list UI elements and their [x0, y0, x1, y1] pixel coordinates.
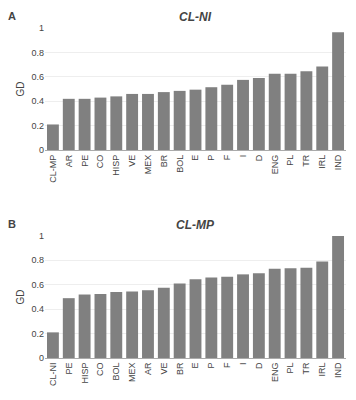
svg-text:CL-MP: CL-MP	[176, 218, 215, 232]
svg-text:IRL: IRL	[317, 363, 327, 377]
svg-text:ENG: ENG	[270, 155, 280, 175]
svg-text:BR: BR	[175, 362, 185, 375]
svg-text:CL-NI: CL-NI	[179, 10, 212, 24]
svg-text:VE: VE	[159, 363, 169, 375]
svg-text:0: 0	[39, 145, 44, 155]
svg-text:ENG: ENG	[270, 363, 280, 383]
svg-text:AR: AR	[64, 154, 74, 167]
svg-text:TR: TR	[301, 154, 311, 166]
svg-text:0.6: 0.6	[31, 72, 44, 82]
svg-text:0.4: 0.4	[31, 304, 44, 314]
svg-text:GD: GD	[15, 289, 26, 304]
svg-text:IRL: IRL	[317, 155, 327, 169]
svg-text:IND: IND	[333, 154, 343, 170]
svg-text:AR: AR	[143, 362, 153, 375]
svg-text:CO: CO	[95, 155, 105, 169]
svg-text:HISP: HISP	[111, 155, 121, 176]
svg-text:P: P	[206, 363, 216, 369]
svg-text:CL-MP: CL-MP	[48, 155, 58, 183]
svg-text:0.2: 0.2	[31, 121, 44, 131]
svg-text:0.4: 0.4	[31, 96, 44, 106]
svg-text:0.2: 0.2	[31, 329, 44, 339]
svg-text:I: I	[238, 155, 248, 158]
svg-text:0: 0	[39, 353, 44, 363]
svg-text:TR: TR	[301, 362, 311, 374]
svg-text:VE: VE	[127, 155, 137, 167]
svg-text:1: 1	[39, 23, 44, 33]
svg-text:A: A	[8, 10, 16, 22]
svg-text:CO: CO	[95, 363, 105, 377]
svg-text:GD: GD	[15, 82, 26, 97]
svg-text:BOL: BOL	[111, 363, 121, 381]
svg-text:E: E	[190, 155, 200, 161]
svg-text:PE: PE	[64, 363, 74, 375]
svg-text:B: B	[8, 218, 16, 230]
svg-text:HISP: HISP	[80, 363, 90, 384]
svg-text:P: P	[206, 155, 216, 161]
svg-text:BOL: BOL	[175, 155, 185, 173]
svg-text:1: 1	[39, 231, 44, 241]
svg-text:PL: PL	[285, 155, 295, 166]
svg-text:MEX: MEX	[143, 155, 153, 175]
svg-text:0.6: 0.6	[31, 280, 44, 290]
svg-text:PL: PL	[285, 363, 295, 374]
svg-text:MEX: MEX	[127, 363, 137, 383]
svg-text:D: D	[254, 154, 264, 161]
svg-text:0.8: 0.8	[31, 255, 44, 265]
svg-text:F: F	[222, 154, 232, 160]
svg-text:BR: BR	[159, 154, 169, 167]
svg-text:F: F	[222, 362, 232, 368]
svg-text:PE: PE	[80, 155, 90, 167]
svg-text:0.8: 0.8	[31, 48, 44, 58]
svg-text:I: I	[238, 363, 248, 366]
svg-text:CL-NI: CL-NI	[48, 363, 58, 387]
svg-text:IND: IND	[333, 362, 343, 378]
svg-text:D: D	[254, 362, 264, 369]
svg-text:E: E	[190, 363, 200, 369]
